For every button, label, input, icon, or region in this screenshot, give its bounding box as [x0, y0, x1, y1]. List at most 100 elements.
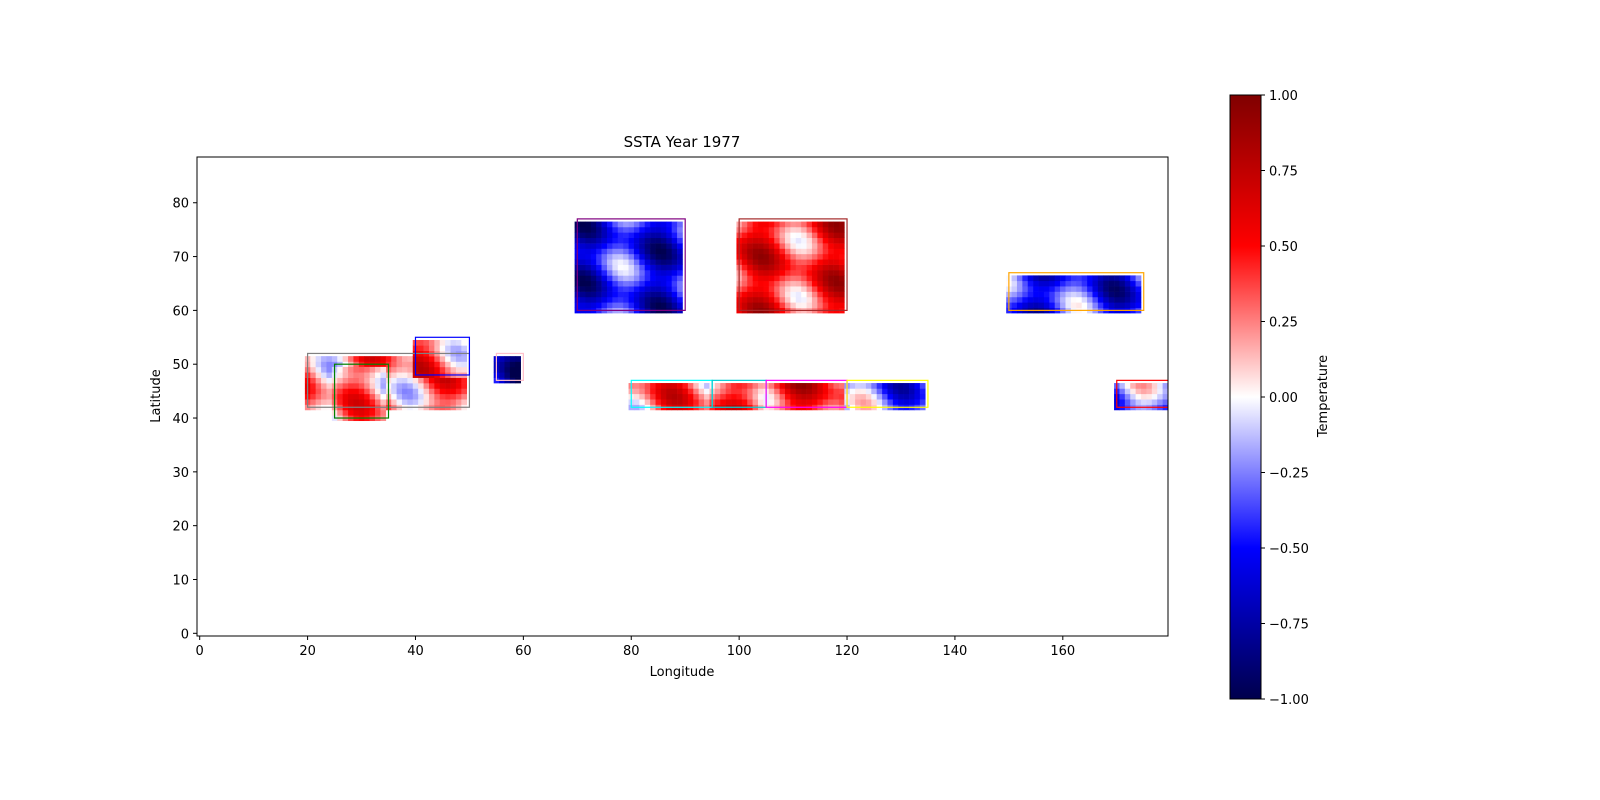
heatmap-cell — [822, 221, 829, 228]
heatmap-cell — [763, 302, 770, 308]
heatmap-cell — [321, 372, 327, 378]
heatmap-cell — [1033, 280, 1039, 287]
heatmap-cell — [1065, 296, 1072, 303]
heatmap-cell — [1070, 291, 1077, 298]
heatmap-cell — [331, 356, 338, 362]
heatmap-cell — [736, 399, 743, 405]
heatmap-cell — [1049, 275, 1056, 282]
heatmap-cell — [833, 302, 840, 308]
heatmap-cell — [811, 280, 818, 287]
heatmap-cell — [1011, 280, 1018, 287]
heatmap-cell — [1081, 280, 1088, 287]
heatmap-cell — [801, 221, 807, 228]
heatmap-cell — [644, 232, 651, 239]
heatmap-cell — [698, 388, 705, 395]
heatmap-cell — [660, 259, 667, 265]
heatmap-cell — [795, 243, 802, 249]
heatmap-cell — [1124, 280, 1131, 287]
heatmap-cell — [828, 270, 834, 276]
heatmap-cell — [380, 377, 387, 384]
heatmap-cell — [833, 383, 840, 389]
heatmap-cell — [817, 259, 824, 265]
heatmap-cell — [585, 296, 592, 303]
heatmap-cell — [763, 264, 770, 271]
heatmap-cell — [628, 291, 635, 298]
heatmap-cell — [741, 291, 748, 298]
heatmap-cell — [671, 275, 678, 282]
heatmap-cell — [1135, 286, 1142, 292]
heatmap-cell — [871, 399, 877, 405]
heatmap-cell — [633, 280, 640, 287]
heatmap-cell — [714, 393, 721, 400]
heatmap-cell — [666, 248, 673, 255]
heatmap-cell — [380, 388, 387, 395]
heatmap-cell — [1081, 296, 1088, 303]
heatmap-cell — [337, 356, 343, 362]
heatmap-cell — [612, 264, 619, 271]
heatmap-cell — [817, 302, 824, 308]
heatmap-cell — [1081, 286, 1088, 292]
heatmap-cell — [650, 399, 656, 405]
heatmap-cell — [655, 383, 662, 389]
heatmap-cell — [655, 388, 662, 395]
heatmap-cell — [747, 232, 753, 239]
heatmap-cell — [601, 237, 608, 244]
heatmap-cell — [747, 221, 753, 228]
region-box — [333, 363, 390, 419]
heatmap-cell — [768, 286, 775, 292]
heatmap-cell — [741, 393, 748, 400]
heatmap-cell — [811, 388, 818, 395]
heatmap-cell — [838, 226, 845, 233]
heatmap-cell — [650, 237, 656, 244]
heatmap-cell — [434, 399, 441, 405]
heatmap-cell — [617, 259, 624, 265]
heatmap-cell — [833, 399, 840, 405]
heatmap-cell — [838, 291, 845, 298]
heatmap-cell — [671, 399, 678, 405]
heatmap-cell — [1033, 296, 1039, 303]
heatmap-cell — [774, 280, 780, 287]
heatmap-cell — [790, 243, 797, 249]
heatmap-cell — [1097, 286, 1104, 292]
heatmap-cell — [396, 388, 403, 395]
heatmap-cell — [811, 383, 818, 389]
heatmap-cell — [1060, 286, 1066, 292]
heatmap-cell — [768, 226, 775, 233]
heatmap-cell — [1027, 291, 1034, 298]
heatmap-cell — [795, 259, 802, 265]
heatmap-cell — [499, 372, 505, 378]
heatmap-cell — [445, 393, 451, 400]
heatmap-cell — [1081, 275, 1088, 282]
heatmap-cell — [623, 286, 629, 292]
heatmap-cell — [779, 253, 786, 260]
heatmap-cell — [795, 221, 802, 228]
heatmap-cell — [1135, 302, 1142, 308]
heatmap-cell — [758, 280, 764, 287]
heatmap-cell — [887, 383, 894, 389]
heatmap-cell — [445, 366, 451, 373]
heatmap-cell — [369, 383, 376, 389]
heatmap-cell — [455, 345, 462, 352]
heatmap-cell — [596, 253, 602, 260]
heatmap-cell — [1011, 296, 1018, 303]
heatmap-cell — [817, 393, 824, 400]
heatmap-cell — [817, 383, 824, 389]
heatmap-cell — [838, 296, 845, 303]
heatmap-cell — [811, 270, 818, 276]
heatmap-cell — [428, 361, 435, 368]
heatmap-cell — [865, 399, 872, 405]
heatmap-cell — [423, 399, 430, 405]
heatmap-cell — [617, 286, 624, 292]
heatmap-cell — [720, 383, 726, 389]
heatmap-cell — [407, 377, 414, 384]
heatmap-cell — [677, 286, 683, 292]
heatmap-cell — [590, 296, 597, 303]
y-tick-label: 20 — [172, 520, 189, 535]
heatmap-cell — [1124, 286, 1131, 292]
heatmap-cell — [822, 296, 829, 303]
heatmap-cell — [633, 243, 640, 249]
heatmap-cell — [784, 291, 791, 298]
heatmap-cell — [353, 399, 360, 405]
heatmap-cell — [585, 248, 592, 255]
heatmap-cell — [590, 291, 597, 298]
